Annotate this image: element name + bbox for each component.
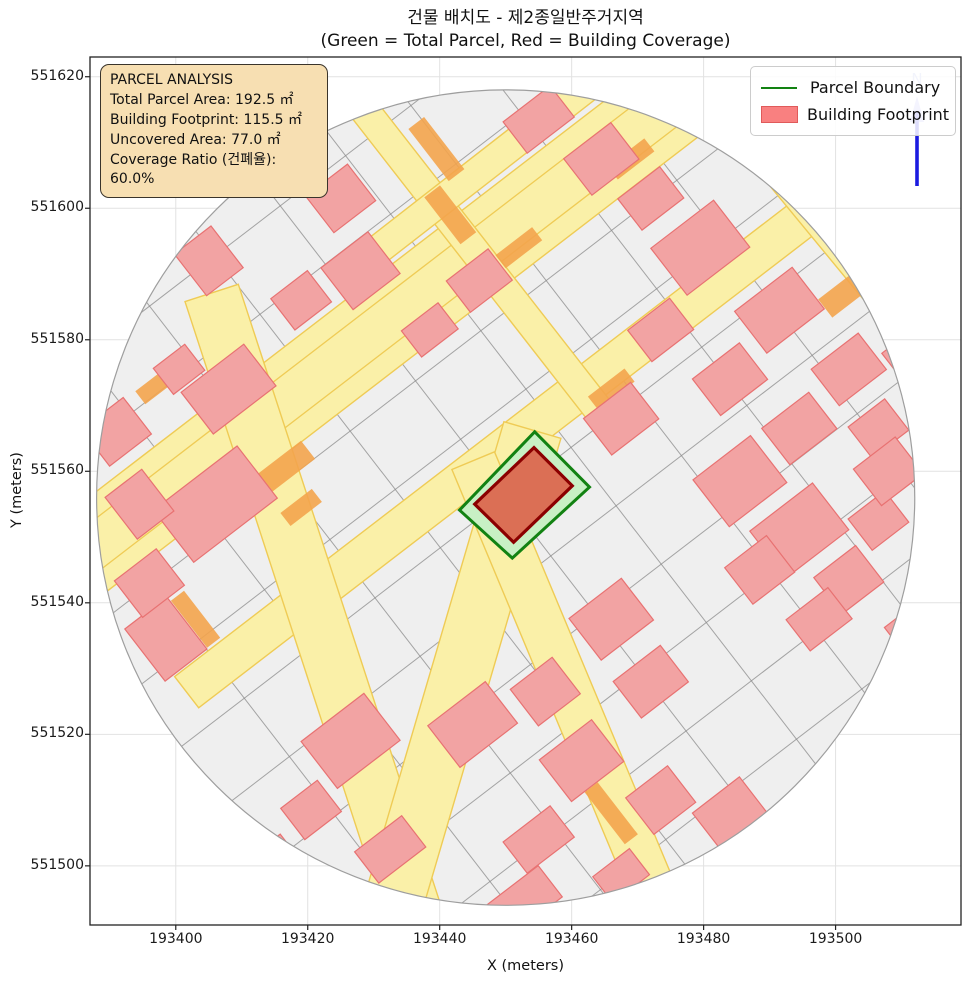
- x-tick-label: 193460: [544, 931, 599, 947]
- building-footprint: [269, 269, 333, 331]
- x-tick-label: 193420: [280, 931, 335, 947]
- building-footprint: [723, 534, 796, 606]
- building-footprint: [582, 381, 660, 456]
- legend-label: Building Footprint: [807, 105, 950, 124]
- legend-item-building-footprint: Building Footprint: [761, 101, 949, 128]
- building-footprint: [279, 779, 343, 841]
- road-accent-patch: [587, 368, 635, 410]
- building-footprint: [810, 332, 888, 407]
- building-footprint: [173, 225, 245, 297]
- y-tick-label: 551520: [30, 725, 84, 742]
- chart-title: 건물 배치도 - 제2종일반주거지역: [407, 8, 644, 28]
- building-footprint: [320, 230, 401, 311]
- building-footprint: [113, 547, 186, 619]
- parcel-boundary-line: [96, 89, 673, 508]
- road-accent-patch: [584, 782, 638, 845]
- building-footprint: [353, 814, 427, 884]
- x-tick-label: 193500: [808, 931, 863, 947]
- building-footprint: [562, 121, 640, 197]
- building-footprint: [300, 692, 401, 790]
- building-footprint: [568, 577, 655, 661]
- road-accent-patch: [408, 117, 465, 182]
- building-footprint: [502, 805, 576, 875]
- building-footprint: [123, 596, 208, 682]
- uncovered-area: Uncovered Area: 77.0 ㎡: [110, 131, 281, 148]
- building-footprint: [152, 343, 206, 396]
- building-footprint: [733, 266, 826, 354]
- road-accent-patch: [495, 227, 543, 269]
- building-footprint-patch-swatch: [761, 106, 798, 123]
- coverage-ratio: Coverage Ratio (건폐율): 60.0%: [110, 151, 277, 188]
- building-footprint: [624, 764, 697, 836]
- building-footprint: [760, 391, 838, 466]
- road-accent-patch: [280, 488, 322, 526]
- y-tick-label: 551600: [30, 199, 84, 216]
- target-building-footprint: [472, 445, 575, 545]
- x-tick-label: 193480: [676, 931, 731, 947]
- building-footprint: [400, 301, 460, 358]
- x-axis-label: X (meters): [486, 958, 565, 974]
- building-footprint: [502, 89, 576, 155]
- parcel-analysis-box: PARCEL ANALYSIS Total Parcel Area: 192.5…: [100, 64, 328, 199]
- building-footprint: [445, 248, 514, 314]
- building-footprint: [152, 445, 279, 564]
- building-footprint-area: Building Footprint: 115.5 ㎡: [110, 111, 303, 128]
- x-tick-label: 193440: [412, 931, 467, 947]
- y-tick-label: 551580: [30, 330, 84, 347]
- building-footprint: [509, 656, 582, 727]
- parcel-boundary-line-swatch: [761, 86, 797, 89]
- road-accent-patch: [170, 590, 221, 648]
- building-footprint: [626, 297, 695, 363]
- building-footprint: [649, 199, 751, 297]
- building-footprint: [616, 165, 685, 231]
- building-footprint: [612, 644, 690, 719]
- chart-subtitle: (Green = Total Parcel, Red = Building Co…: [320, 31, 731, 51]
- legend-item-parcel-boundary: Parcel Boundary: [761, 74, 945, 101]
- road-accent-patch: [424, 185, 477, 245]
- buffer-circle-outline: [95, 89, 916, 906]
- building-footprint: [847, 490, 910, 552]
- y-tick-label: 551540: [30, 593, 84, 610]
- x-tick-label: 193400: [149, 931, 203, 947]
- building-footprint: [785, 586, 853, 652]
- total-parcel-area: Total Parcel Area: 192.5 ㎡: [110, 91, 294, 108]
- building-footprint: [692, 434, 788, 528]
- building-footprint: [180, 343, 277, 435]
- parcel-boundary-line: [268, 89, 874, 839]
- building-footprint: [538, 718, 625, 803]
- y-tick-label: 551500: [30, 856, 84, 873]
- y-tick-label: 551560: [30, 462, 84, 479]
- legend-label: Parcel Boundary: [810, 78, 941, 97]
- legend: Parcel Boundary Building Footprint: [750, 66, 956, 136]
- plot-frame: [89, 56, 962, 926]
- building-footprint: [104, 468, 175, 540]
- parcel-analysis-title: PARCEL ANALYSIS: [110, 72, 234, 88]
- building-footprint: [426, 680, 519, 769]
- y-tick-label: 551620: [30, 67, 84, 84]
- y-axis-label: Y (meters): [9, 452, 25, 528]
- building-footprint: [691, 342, 769, 417]
